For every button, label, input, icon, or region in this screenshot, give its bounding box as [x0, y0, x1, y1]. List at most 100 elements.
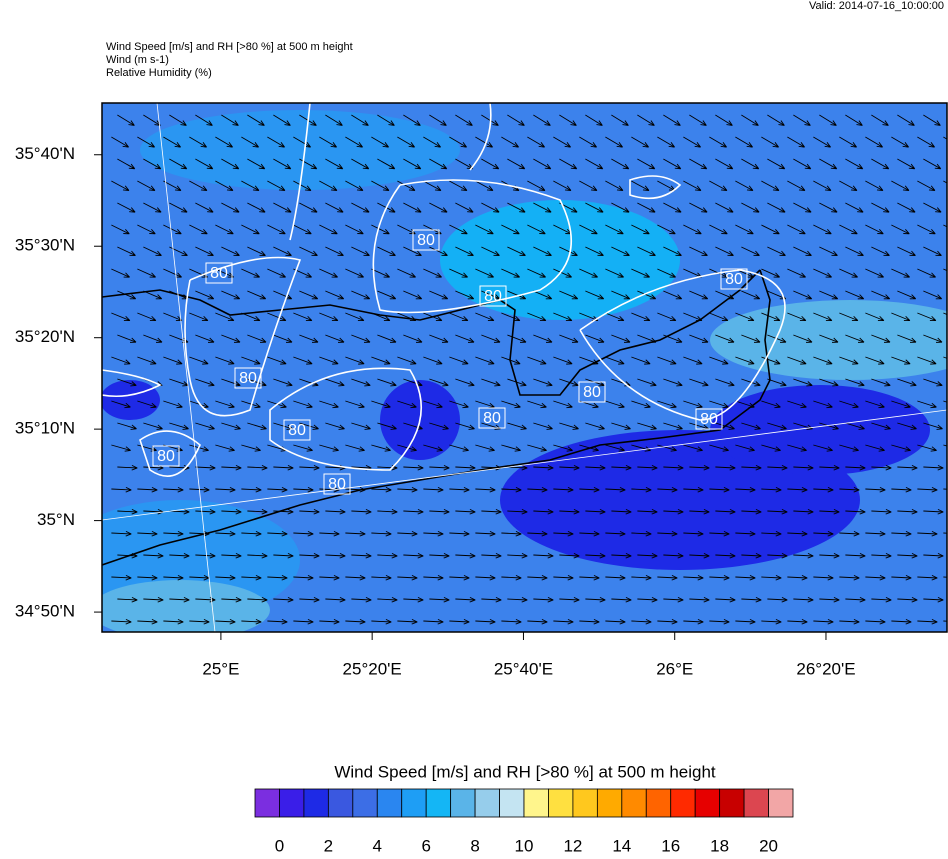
- wind-arrow: [371, 180, 390, 191]
- wind-arrow: [449, 268, 468, 278]
- wind-arrow: [267, 268, 286, 278]
- wind-arrow: [637, 508, 658, 515]
- wind-arrow: [585, 464, 606, 471]
- wind-arrow: [819, 464, 840, 471]
- wind-arrow: [839, 618, 860, 625]
- wind-arrow: [865, 618, 886, 625]
- colorbar-box: [450, 788, 476, 818]
- wind-arrow: [553, 356, 573, 365]
- wind-arrow: [741, 378, 761, 387]
- wind-arrow: [475, 136, 493, 148]
- wind-arrow: [761, 444, 781, 452]
- wind-arrow: [533, 464, 554, 471]
- map-frame: [101, 102, 948, 633]
- wind-arrow: [637, 596, 658, 603]
- wind-arrow: [273, 290, 293, 300]
- wind-arrow: [371, 530, 392, 537]
- wind-arrow: [845, 158, 864, 170]
- wind-arrow: [533, 552, 554, 559]
- wind-arrow: [241, 574, 262, 581]
- wind-arrow: [319, 618, 340, 625]
- wind-arrow: [293, 486, 314, 493]
- wind-arrow: [423, 574, 444, 581]
- wind-arrow: [403, 596, 424, 603]
- wind-arrow: [319, 400, 339, 409]
- wind-arrow: [293, 356, 313, 365]
- wind-arrow: [741, 464, 762, 471]
- wind-arrow: [735, 136, 753, 148]
- y-tick-label: 35°40'N: [15, 144, 75, 163]
- wind-arrow: [813, 356, 833, 365]
- header-line: Wind (m s-1): [106, 54, 169, 66]
- wind-arrow: [371, 486, 392, 493]
- wind-arrow: [579, 486, 600, 493]
- wind-arrow: [923, 464, 944, 471]
- wind-arrow: [657, 444, 677, 452]
- wind-arrow: [813, 618, 834, 625]
- wind-arrow: [553, 400, 573, 409]
- wind-arrow: [403, 114, 421, 126]
- wind-arrow: [611, 464, 632, 471]
- wind-arrow: [761, 312, 781, 322]
- wind-arrow: [897, 158, 916, 170]
- wind-arrow: [663, 202, 682, 213]
- wind-arrow: [709, 400, 729, 409]
- wind-arrow: [943, 136, 947, 140]
- wind-arrow: [871, 422, 891, 430]
- wind-arrow: [845, 552, 866, 559]
- wind-arrow: [637, 246, 656, 256]
- wind-arrow: [611, 422, 631, 430]
- wind-arrow: [579, 136, 597, 148]
- wind-arrow: [273, 202, 292, 213]
- wind-arrow: [767, 464, 788, 471]
- wind-arrow: [449, 312, 469, 322]
- wind-arrow: [923, 158, 942, 170]
- contour-label: 80: [328, 476, 346, 493]
- wind-arrow: [345, 136, 363, 148]
- wind-arrow: [683, 136, 701, 148]
- wind-arrow: [845, 422, 865, 430]
- wind-arrow: [787, 312, 807, 322]
- wind-arrow: [273, 246, 292, 256]
- wind-arrow: [397, 268, 416, 278]
- wind-arrow: [533, 290, 553, 300]
- wind-arrow: [735, 574, 756, 581]
- wind-arrow: [709, 312, 729, 322]
- wind-arrow: [241, 444, 261, 452]
- wind-arrow: [241, 618, 262, 625]
- wind-arrow: [475, 618, 496, 625]
- wind-arrow: [845, 202, 864, 213]
- wind-arrow: [533, 334, 553, 343]
- wind-arrow: [501, 486, 522, 493]
- wind-arrow: [845, 596, 866, 603]
- colorbar-box: [303, 788, 329, 818]
- wind-arrow: [397, 486, 418, 493]
- wind-arrow: [351, 596, 372, 603]
- wind-arrow: [117, 508, 138, 515]
- wind-arrow: [709, 574, 730, 581]
- wind-arrow: [767, 596, 788, 603]
- wind-arrow: [325, 202, 344, 213]
- wind-arrow: [449, 224, 468, 235]
- wind-arrow: [137, 574, 158, 581]
- wind-arrow: [683, 356, 703, 365]
- wind-arrow: [299, 290, 319, 300]
- wind-arrow: [273, 114, 291, 126]
- wind-arrow: [143, 158, 162, 170]
- wind-arrow: [221, 158, 240, 170]
- wind-arrow: [221, 508, 242, 515]
- wind-arrow: [689, 552, 710, 559]
- contour-label-box: [412, 229, 440, 251]
- wind-arrow: [631, 180, 650, 191]
- wind-arrow: [137, 400, 157, 409]
- wind-arrow: [891, 530, 912, 537]
- wind-arrow: [481, 508, 502, 515]
- wind-arrow: [871, 246, 890, 256]
- wind-arrow: [611, 246, 630, 256]
- wind-arrow: [397, 356, 417, 365]
- wind-arrow: [501, 224, 520, 235]
- wind-arrow: [657, 400, 677, 409]
- wind-arrow: [475, 268, 494, 278]
- wind-arrow: [449, 486, 470, 493]
